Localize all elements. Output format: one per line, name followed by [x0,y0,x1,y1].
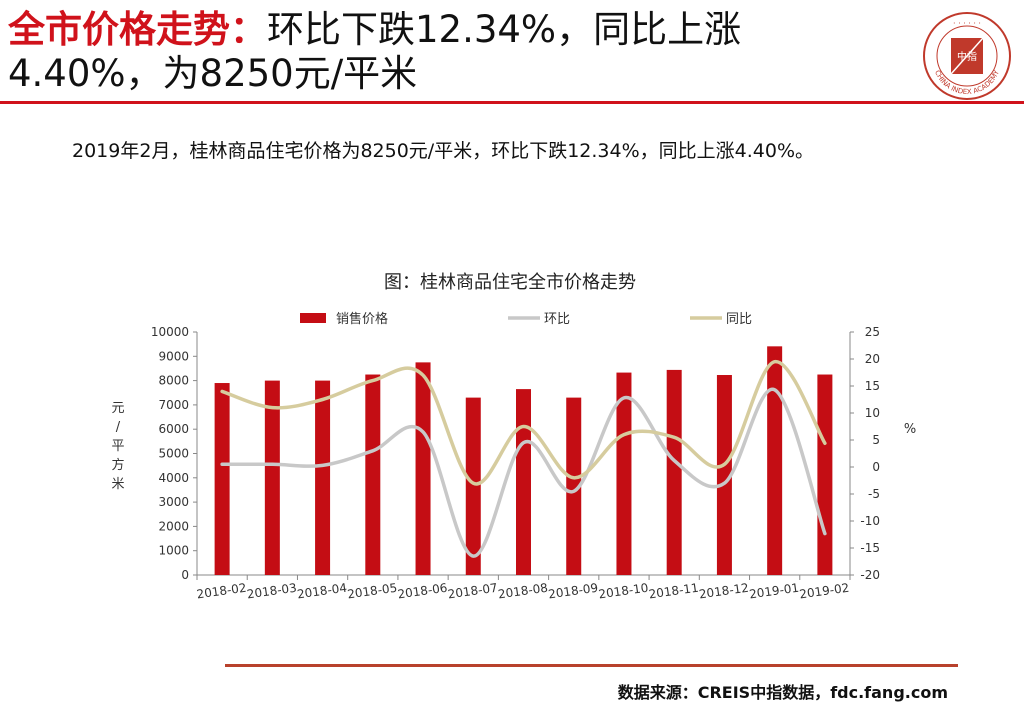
y-left-tick-label: 3000 [158,495,189,509]
y-left-tick-label: 5000 [158,447,189,461]
x-tick-label: 2018-11 [648,581,700,602]
title-line-1-rest: 环比下跌12.34%，同比上涨 [267,8,742,51]
chart-title: 图：桂林商品住宅全市价格走势 [384,272,636,293]
y-left-tick-label: 9000 [158,349,189,363]
bar-2018-12 [716,375,732,575]
y-right-tick-label: 15 [865,379,880,393]
seal-center-text: 中指 [957,50,977,63]
bar-2018-04 [315,380,331,575]
legend-label-同比: 同比 [726,312,752,327]
y-left-tick-label: 8000 [158,374,189,388]
x-tick-label: 2018-09 [547,581,599,602]
bar-2018-08 [516,389,531,575]
price-trend-chart: 图：桂林商品住宅全市价格走势 销售价格 环比 同比 0 1000 2000 3000 400… [111,272,916,601]
bar-2018-10 [616,372,632,575]
page-title: 全市价格走势：环比下跌12.34%，同比上涨 4.40%，为8250元/平米 [8,8,908,96]
y-right-tick-label: 5 [872,433,880,447]
line-环比 [220,387,827,558]
bar-2018-03 [264,380,280,575]
legend-label-销售价格: 销售价格 [336,311,388,327]
bar-2018-02 [214,383,230,575]
line-同比 [220,359,827,486]
data-source: 数据来源：CREIS中指数据，fdc.fang.com [617,683,948,702]
y-left-tick-label: 0 [181,568,189,582]
y-left-axis-label: 元/平方米 [111,401,124,492]
bar-2018-05 [365,374,381,575]
bar-2018-06 [415,362,431,575]
line-series [220,359,827,558]
y-left-tick-label: 4000 [158,471,189,485]
summary-text: 2019年2月，桂林商品住宅价格为8250元/平米，环比下跌12.34%，同比上… [72,140,815,162]
china-index-academy-seal-icon: 中指 CHINA INDEX ACADEMY · · · · · · [923,12,1011,100]
title-accent: 全市价格走势： [8,8,267,51]
y-right-tick-label: -20 [860,568,880,582]
x-tick-label: 2018-03 [246,581,298,602]
legend-swatch-销售价格 [300,313,326,323]
x-tick-label: 2018-02 [196,581,248,602]
y-right-tick-label: 10 [865,406,880,420]
x-tick-label: 2018-06 [397,581,449,602]
chart-legend: 销售价格 环比 同比 [300,311,752,327]
x-tick-label: 2018-07 [447,581,499,602]
y-right-axis-label: % [904,422,916,437]
x-tick-label: 2018-08 [497,581,549,602]
y-right-tick-label: -15 [860,541,880,555]
x-tick-label: 2019-01 [748,581,800,602]
bar-2019-01 [767,346,783,575]
x-tick-label: 2018-10 [598,581,650,602]
legend-label-环比: 环比 [544,312,570,327]
bar-2018-07 [465,397,481,575]
y-left-tick-label: 7000 [158,398,189,412]
title-divider [0,101,1024,104]
bar-2018-11 [666,369,682,575]
y-left-tick-label: 1000 [158,544,189,558]
footer-divider [225,664,958,667]
x-tick-label: 2018-05 [346,581,398,602]
axis-labels: 0100020003000400050006000700080009000100… [111,325,916,601]
bar-series [214,346,833,575]
y-right-tick-label: -5 [868,487,880,501]
y-right-tick-label: 0 [872,460,880,474]
x-tick-label: 2018-12 [698,581,750,602]
title-line-1: 全市价格走势：环比下跌12.34%，同比上涨 [8,8,908,52]
seal-top-text: · · · · · · [953,19,981,28]
bar-2018-09 [566,397,582,575]
bar-2019-02 [817,374,833,575]
y-left-tick-label: 6000 [158,422,189,436]
y-left-tick-label: 2000 [158,519,189,533]
x-tick-label: 2019-02 [799,581,851,602]
y-right-tick-label: 20 [865,352,880,366]
title-line-2: 4.40%，为8250元/平米 [8,52,418,95]
y-right-tick-label: 25 [865,325,880,339]
y-right-tick-label: -10 [860,514,880,528]
x-tick-label: 2018-04 [296,581,348,602]
y-left-tick-label: 10000 [151,325,189,339]
